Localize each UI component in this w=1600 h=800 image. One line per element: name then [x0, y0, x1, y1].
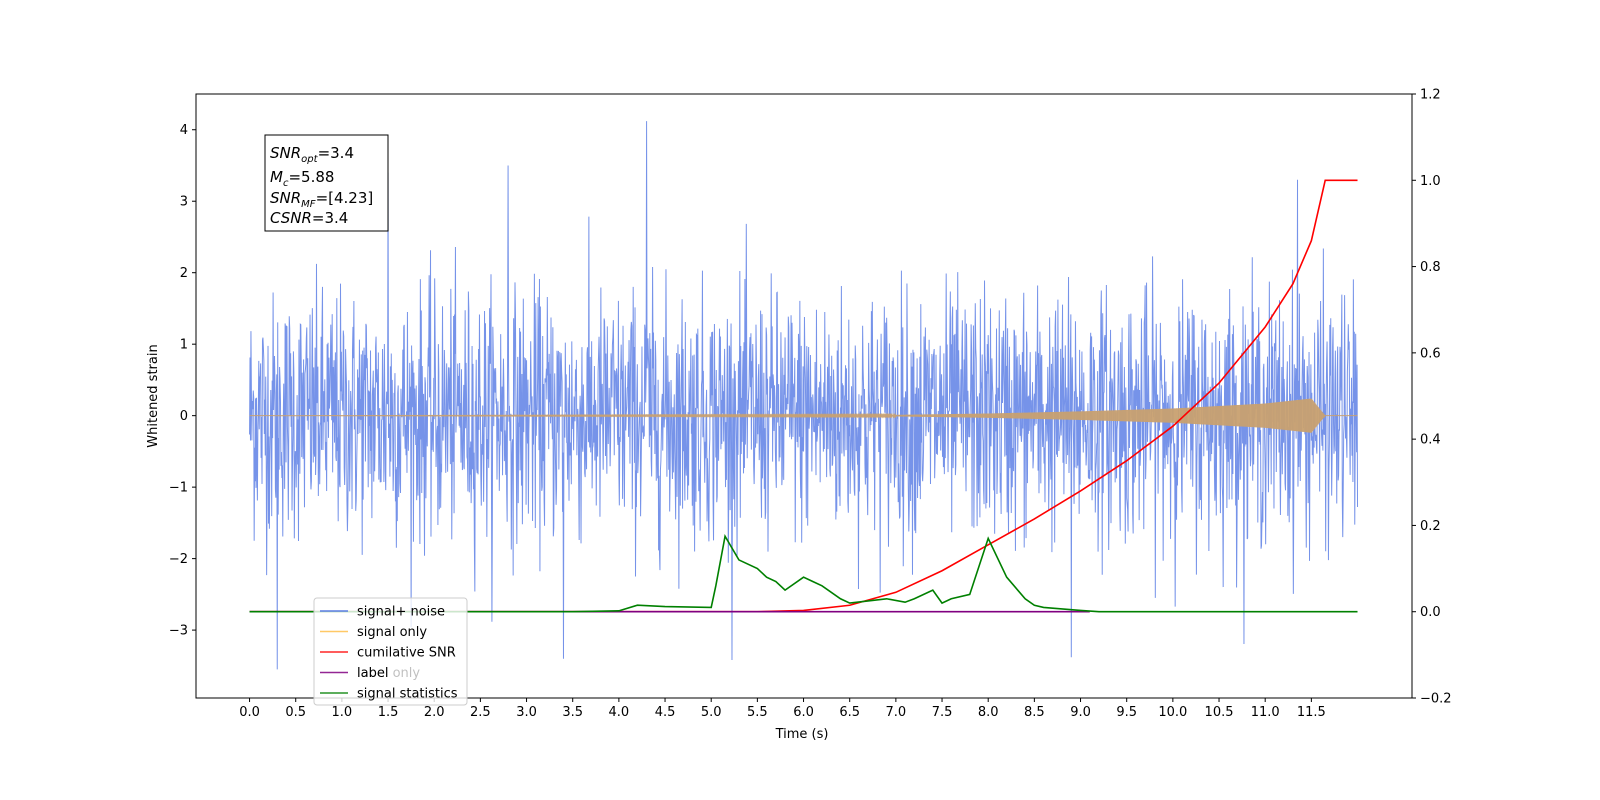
- x-tick-label: 6.0: [793, 705, 814, 720]
- y-axis-label: Whitened strain: [146, 344, 161, 447]
- x-tick-label: 0.5: [285, 705, 306, 720]
- y-tick-label: 2: [180, 266, 188, 281]
- snr-opt-text: SNRopt=3.4: [270, 144, 354, 165]
- x-tick-label: 9.5: [1116, 705, 1137, 720]
- y-tick-label: 3: [180, 195, 188, 210]
- x-tick-label: 1.0: [332, 705, 353, 720]
- y2-tick-label: 0.2: [1420, 519, 1441, 534]
- x-tick-label: 8.5: [1024, 705, 1045, 720]
- x-tick-label: 11.5: [1297, 705, 1326, 720]
- x-tick-label: 5.0: [701, 705, 722, 720]
- csnr-text: CSNR=3.4: [270, 209, 348, 227]
- x-tick-label: 6.5: [839, 705, 860, 720]
- x-tick-label: 7.5: [932, 705, 953, 720]
- x-axis-label: Time (s): [775, 727, 829, 742]
- x-tick-label: 2.5: [470, 705, 491, 720]
- series-cumulative-snr: [249, 179, 1358, 613]
- x-tick-label: 4.5: [655, 705, 676, 720]
- legend-label: signal statistics: [357, 687, 458, 702]
- y2-tick-label: 0.8: [1420, 260, 1441, 275]
- legend-frame: [313, 597, 468, 706]
- mc-text: Mc=5.88: [270, 168, 334, 189]
- x-tick-label: 4.0: [609, 705, 630, 720]
- legend-hidden-text: label only: [357, 666, 420, 681]
- x-tick-label: 5.5: [747, 705, 768, 720]
- x-tick-label: 9.0: [1070, 705, 1091, 720]
- series-signal-noise: [249, 121, 1359, 670]
- legend-label: signal+ noise: [357, 605, 445, 620]
- legend-label: signal only: [357, 625, 427, 640]
- y2-tick-label: 0.6: [1420, 346, 1441, 361]
- x-axis: 0.0 0.5 1.0 1.5 2.0 2.5 3.0 3.5 4.0 4.5 5.0 5.5 6.0 6…: [239, 698, 1326, 720]
- y-tick-label: −3: [169, 624, 188, 639]
- x-tick-label: 11.0: [1251, 705, 1280, 720]
- x-tick-label: 1.5: [378, 705, 399, 720]
- x-tick-label: 7.0: [886, 705, 907, 720]
- x-tick-label: 3.0: [516, 705, 537, 720]
- x-tick-label: 8.0: [978, 705, 999, 720]
- y2-tick-label: 0.4: [1420, 433, 1441, 448]
- y2-tick-label: 0.0: [1420, 605, 1441, 620]
- y-tick-label: 4: [180, 123, 188, 138]
- snr-mf-text: SNRMF=[4.23]: [270, 189, 373, 210]
- y2-tick-label: 1.0: [1420, 174, 1441, 189]
- x-tick-label: 2.0: [424, 705, 445, 720]
- x-tick-label: 10.0: [1158, 705, 1187, 720]
- legend-label: cumilative SNR: [357, 646, 456, 661]
- x-tick-label: 3.5: [562, 705, 583, 720]
- y2-tick-label: −0.2: [1420, 692, 1452, 707]
- legend: label only signal+ noise signal only cumil…: [313, 597, 468, 706]
- y-axis-right: 1.2 1.0 0.8 0.6 0.4 0.2 0.0 −0.2: [1412, 88, 1452, 707]
- series-signal-statistics: [249, 533, 1358, 613]
- legend-label: label: [357, 666, 388, 681]
- y-tick-label: −2: [169, 552, 188, 567]
- y2-tick-label: 1.2: [1420, 88, 1441, 103]
- y-axis-left: 4 3 2 1 0 −1 −2 −3: [169, 123, 196, 639]
- x-tick-label: 10.5: [1205, 705, 1234, 720]
- x-tick-label: 0.0: [239, 705, 260, 720]
- y-tick-label: 0: [180, 409, 188, 424]
- plot-area: [249, 121, 1359, 670]
- series-signal-only: [249, 398, 1358, 433]
- y-tick-label: −1: [169, 481, 188, 496]
- stats-annotation: SNRopt=3.4 Mc=5.88 SNRMF=[4.23] CSNR=3.4: [264, 134, 389, 232]
- y-tick-label: 1: [180, 338, 188, 353]
